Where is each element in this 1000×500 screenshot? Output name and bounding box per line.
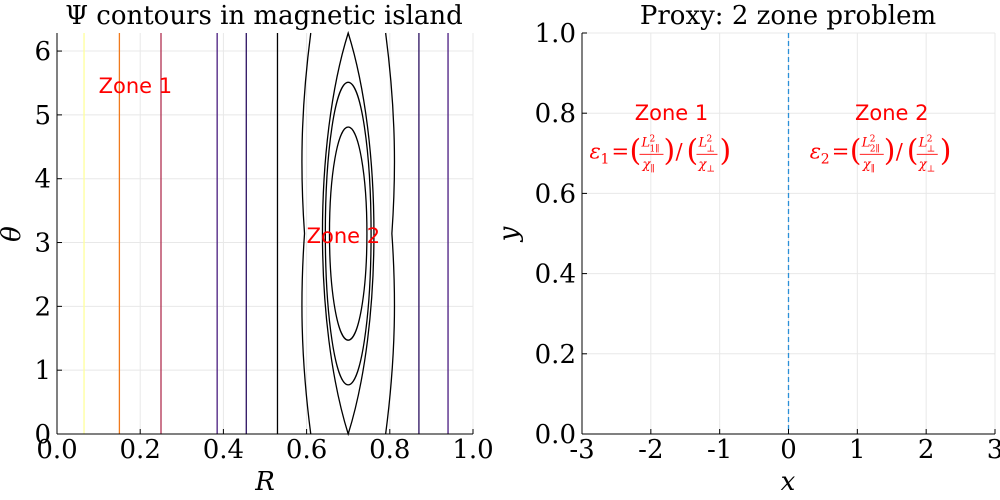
left-y-tick-label: 6 xyxy=(34,37,51,67)
equation-l: L xyxy=(697,135,707,150)
right-x-tick-label: 3 xyxy=(987,435,1000,465)
left-x-tick-label: 0.8 xyxy=(369,435,410,465)
equation-paren: ( xyxy=(907,133,919,168)
right-equation: ε 1 =(L 21∥χ ∥) /(L 2⊥χ ⊥) xyxy=(589,133,731,174)
right-x-tick-label: 1 xyxy=(849,435,866,465)
left-y-tick-label: 0 xyxy=(34,420,51,450)
left-zone-label: Zone 1 xyxy=(99,74,173,98)
right-x-tick-label: -2 xyxy=(638,435,663,465)
equation-paren: ) xyxy=(663,133,675,168)
left-outer-contour xyxy=(384,32,396,435)
left-x-tick-label: 0.0 xyxy=(36,435,77,465)
right-y-tick-label: 0.0 xyxy=(535,420,576,450)
equation-sub: ⊥ xyxy=(706,164,714,174)
left-island-contour xyxy=(324,81,372,386)
right-y-axis-label: y xyxy=(494,226,524,242)
equation-sub: 1∥ xyxy=(649,143,659,154)
equation-paren: ) xyxy=(940,133,952,168)
equation-slash: / xyxy=(896,139,904,163)
equation-sub: ∥ xyxy=(650,163,654,174)
equation-equals: = xyxy=(832,139,850,163)
right-x-tick-label: -1 xyxy=(707,435,732,465)
left-outer-contour xyxy=(301,32,312,435)
left-annotations: Zone 1 Zone 2 xyxy=(99,74,381,248)
right-tick-labels: -3 -2 -1 0 1 2 3 0.0 0.2 0.4 0.6 0.8 1.0 xyxy=(535,19,1000,465)
equation-subscript: 1 xyxy=(600,151,609,167)
equation-paren: ( xyxy=(629,133,641,168)
left-contours xyxy=(83,30,449,437)
equation-sub: ⊥ xyxy=(706,144,714,154)
left-zone-label: Zone 2 xyxy=(307,224,381,248)
equation-paren: ) xyxy=(884,133,896,168)
equation-equals: = xyxy=(611,139,629,163)
right-zone-label: Zone 1 xyxy=(635,101,709,125)
left-y-tick-label: 3 xyxy=(34,229,51,259)
left-y-tick-label: 2 xyxy=(34,292,51,322)
right-x-tick-label: 0 xyxy=(780,435,797,465)
right-chart-title: Proxy: 2 zone problem xyxy=(640,1,936,31)
equation-paren: ( xyxy=(850,133,862,168)
left-island-contour xyxy=(328,126,368,341)
equation-slash: / xyxy=(675,139,683,163)
left-y-tick-label: 4 xyxy=(34,165,51,195)
equation-sup: 2 xyxy=(706,134,712,144)
equation-l: L xyxy=(861,135,871,150)
equation-l: L xyxy=(918,135,928,150)
right-y-tick-label: 0.6 xyxy=(535,179,576,209)
left-chart: Ψ contours in magnetic island 0.0 0.2 0.4 0… xyxy=(0,1,494,497)
equation-paren: ( xyxy=(686,133,698,168)
left-grid xyxy=(56,33,474,435)
equation-epsilon: ε xyxy=(589,139,600,163)
equation-chi: χ xyxy=(862,157,872,172)
right-annotations: Zone 1 Zone 2ε 1 =(L 21∥χ ∥) /(L 2⊥χ ⊥) ε 2 =(L 22∥χ… xyxy=(589,101,951,174)
equation-sup: 2 xyxy=(927,134,933,144)
equation-sup: 2 xyxy=(870,134,876,144)
equation-chi: χ xyxy=(697,157,707,172)
right-y-tick-label: 1.0 xyxy=(535,19,576,49)
left-x-tick-label: 0.6 xyxy=(286,435,327,465)
equation-sub: 2∥ xyxy=(870,143,880,154)
equation-chi: χ xyxy=(918,157,928,172)
left-x-tick-label: 1.0 xyxy=(452,435,493,465)
left-y-tick-label: 1 xyxy=(34,356,51,386)
left-axes xyxy=(56,33,474,435)
equation-paren: ) xyxy=(719,133,731,168)
left-x-axis-label: R xyxy=(254,467,275,497)
left-chart-title: Ψ contours in magnetic island xyxy=(65,1,463,31)
right-y-tick-label: 0.4 xyxy=(535,260,576,290)
right-y-tick-label: 0.2 xyxy=(535,340,576,370)
equation-epsilon: ε xyxy=(810,139,821,163)
equation-sub: ⊥ xyxy=(927,144,935,154)
equation-chi: χ xyxy=(641,157,651,172)
left-x-tick-label: 0.2 xyxy=(120,435,161,465)
left-tick-labels: 0.0 0.2 0.4 0.6 0.8 1.0 0 1 2 3 4 5 6 xyxy=(34,37,493,465)
equation-sup: 2 xyxy=(649,134,655,144)
equation-sub: ∥ xyxy=(871,163,875,174)
right-equation: ε 2 =(L 22∥χ ∥) /(L 2⊥χ ⊥) xyxy=(810,133,952,174)
left-y-tick-label: 5 xyxy=(34,101,51,131)
right-zone-label: Zone 2 xyxy=(855,101,929,125)
right-chart: Proxy: 2 zone problem -3 -2 -1 0 1 2 3 0.0 0.2 0.… xyxy=(494,1,1000,497)
right-x-tick-label: -3 xyxy=(569,435,594,465)
right-x-tick-label: 2 xyxy=(918,435,935,465)
left-y-axis-label: θ xyxy=(0,226,27,242)
right-axes xyxy=(581,32,996,435)
left-x-tick-label: 0.4 xyxy=(203,435,244,465)
equation-subscript: 2 xyxy=(821,151,830,167)
right-x-axis-label: x xyxy=(781,467,796,497)
equation-sub: ⊥ xyxy=(927,164,935,174)
equation-l: L xyxy=(640,135,650,150)
right-y-tick-label: 0.8 xyxy=(535,99,576,129)
